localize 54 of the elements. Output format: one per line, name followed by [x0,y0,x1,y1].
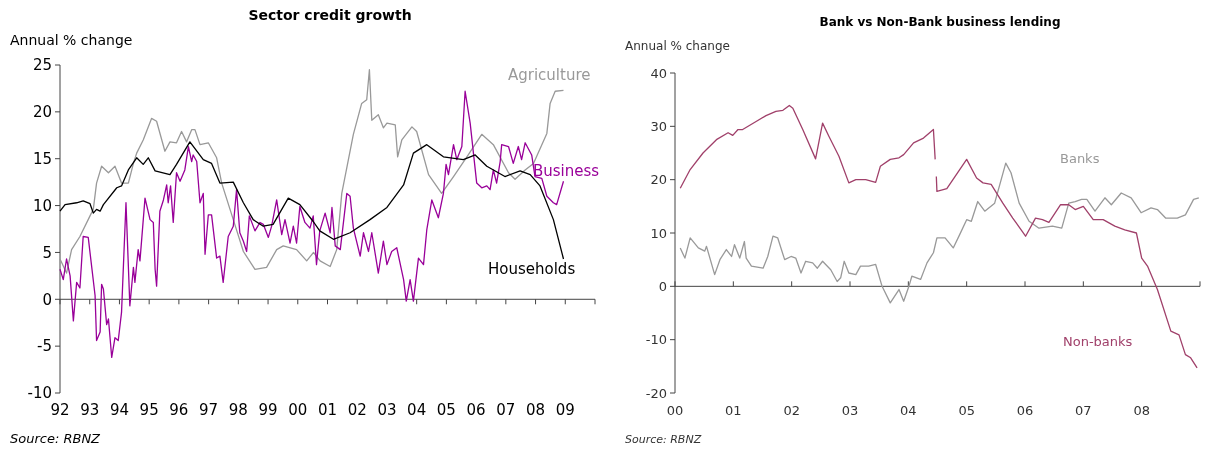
x-tick-label: 08 [526,401,546,419]
chart-title: Bank vs Non-Bank business lending [819,15,1061,29]
x-tick-label: 06 [1016,403,1034,418]
x-tick-label: 96 [169,401,189,419]
y-tick-label: 20 [32,103,52,122]
x-tick-label: 05 [436,401,456,419]
series-label: Households [488,260,576,278]
x-tick-label: 03 [377,401,397,419]
source-note: Source: RBNZ [625,433,702,446]
x-tick-label: 02 [783,403,800,418]
x-tick-label: 98 [228,401,248,419]
y-tick-label: 30 [650,118,667,134]
y-tick-label: 15 [32,149,52,168]
x-tick-label: 03 [841,403,859,418]
y-tick-label: -10 [645,332,667,348]
text: Non-banks [1063,334,1133,349]
y-tick-label: 10 [32,196,52,215]
y-tick-label: 20 [650,172,667,188]
x-tick-label: 92 [50,401,70,419]
y-tick-label: 40 [650,65,667,81]
x-tick-label: 08 [1133,403,1150,418]
y-axis-title: Annual % change [625,39,730,53]
y-tick-label: -10 [27,384,52,403]
x-tick-label: 02 [347,401,367,419]
chart-title: Sector credit growth [248,7,412,23]
x-tick-label: 01 [317,401,338,419]
y-tick-label: 5 [42,243,52,262]
y-axis-title: Annual % change [10,32,133,48]
x-tick-label: 07 [496,401,516,419]
source-note: Source: RBNZ [10,431,102,446]
x-tick-label: 04 [407,401,427,419]
x-tick-label: 05 [958,403,975,418]
x-tick-label: 04 [900,403,917,418]
x-tick-label: 95 [139,401,159,419]
y-tick-label: 10 [650,225,667,241]
y-tick-label: 0 [658,278,667,294]
y-tick-label: -20 [645,385,667,401]
series-label: Agriculture [508,66,591,84]
x-tick-label: 99 [258,401,278,419]
x-tick-label: 00 [666,403,684,418]
x-tick-label: 93 [80,401,100,419]
x-tick-label: 97 [199,401,219,419]
x-tick-label: 01 [725,403,742,418]
x-tick-label: 09 [555,401,575,419]
text: Banks [1060,151,1100,166]
y-tick-label: 25 [32,56,52,75]
y-tick-label: -5 [37,337,52,356]
x-tick-label: 00 [288,401,308,419]
x-tick-label: 06 [466,401,486,419]
series-label: Business [533,162,600,180]
x-tick-label: 94 [109,401,129,419]
line-series [679,162,1200,304]
y-tick-label: 0 [42,290,52,309]
x-tick-label: 07 [1075,403,1092,418]
